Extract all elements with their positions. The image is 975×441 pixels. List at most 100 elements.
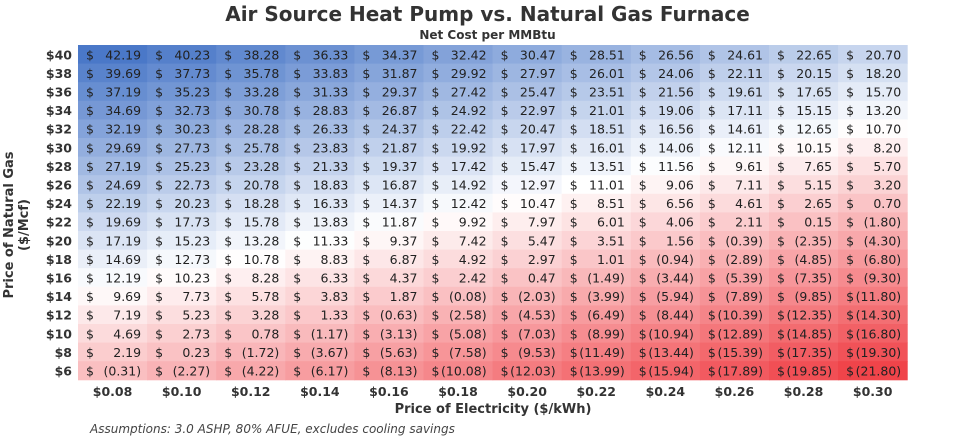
cell-currency-symbol: $ (432, 66, 440, 81)
cell-currency-symbol: $ (777, 103, 785, 118)
cell-currency-symbol: $ (570, 326, 578, 341)
heatmap-cell (838, 249, 908, 269)
heatmap-cell (354, 268, 424, 288)
cell-value-label: 27.42 (451, 85, 487, 100)
cell-value-label: 30.78 (244, 103, 280, 118)
cell-currency-symbol: $ (501, 159, 509, 174)
cell-currency-symbol: $ (293, 47, 301, 62)
cell-currency-symbol: $ (224, 122, 232, 137)
cell-currency-symbol: $ (846, 364, 854, 379)
cell-currency-symbol: $ (362, 252, 370, 267)
heatmap-cell (769, 193, 839, 213)
heatmap-cell (423, 63, 494, 83)
cell-currency-symbol: $ (155, 289, 163, 304)
cell-value-label: (0.39) (725, 233, 763, 248)
heatmap-cell (630, 193, 701, 213)
heatmap-cell (423, 286, 494, 306)
cell-currency-symbol: $ (570, 66, 578, 81)
cell-value-label: 5.15 (804, 178, 832, 193)
cell-currency-symbol: $ (639, 271, 647, 286)
heatmap-cell (354, 138, 424, 158)
cell-currency-symbol: $ (570, 271, 578, 286)
heatmap-cell (78, 63, 148, 83)
cell-currency-symbol: $ (501, 178, 509, 193)
cell-value-label: (10.39) (717, 308, 763, 323)
heatmap-cell (769, 212, 839, 232)
cell-currency-symbol: $ (501, 271, 509, 286)
heatmap-cell (423, 342, 494, 362)
cell-value-label: (11.49) (579, 345, 625, 360)
cell-value-label: 36.33 (313, 47, 349, 62)
cell-value-label: (1.49) (587, 271, 625, 286)
cell-currency-symbol: $ (293, 103, 301, 118)
y-tick-label: $10 (46, 326, 72, 341)
cell-value-label: (19.30) (856, 345, 902, 360)
cell-currency-symbol: $ (777, 85, 785, 100)
cell-value-label: 21.56 (658, 85, 694, 100)
cell-value-label: (7.58) (449, 345, 487, 360)
heatmap-cell (147, 286, 217, 306)
heatmap-cell (285, 45, 355, 65)
cell-currency-symbol: $ (777, 233, 785, 248)
cell-value-label: (6.17) (311, 364, 349, 379)
cell-currency-symbol: $ (362, 66, 370, 81)
cell-currency-symbol: $ (155, 103, 163, 118)
cell-value-label: 32.73 (174, 103, 210, 118)
cell-currency-symbol: $ (432, 196, 440, 211)
cell-value-label: 11.87 (382, 215, 418, 230)
heatmap-cell (630, 231, 701, 251)
cell-value-label: 22.65 (796, 47, 832, 62)
cell-value-label: 19.06 (658, 103, 694, 118)
x-tick-label: $0.14 (300, 384, 340, 399)
cell-value-label: 16.01 (589, 140, 625, 155)
heatmap-cell (630, 286, 701, 306)
cell-currency-symbol: $ (293, 196, 301, 211)
heatmap-cell (492, 63, 563, 83)
heatmap-cell (354, 193, 424, 213)
heatmap-cell (78, 45, 148, 65)
cell-currency-symbol: $ (570, 289, 578, 304)
cell-currency-symbol: $ (570, 122, 578, 137)
cell-value-label: 17.42 (451, 159, 487, 174)
cell-currency-symbol: $ (570, 215, 578, 230)
cell-value-label: 11.56 (658, 159, 694, 174)
heatmap-cell (285, 175, 355, 195)
cell-value-label: 12.11 (727, 140, 763, 155)
cell-currency-symbol: $ (501, 85, 509, 100)
cell-value-label: 4.61 (735, 196, 763, 211)
heatmap-cell (561, 156, 632, 176)
cell-currency-symbol: $ (86, 215, 94, 230)
cell-currency-symbol: $ (293, 289, 301, 304)
cell-value-label: (8.44) (656, 308, 694, 323)
heatmap-cell (699, 324, 770, 344)
heatmap-cell (285, 342, 355, 362)
cell-currency-symbol: $ (777, 122, 785, 137)
heatmap-cell (630, 63, 701, 83)
heatmap-cell (769, 138, 839, 158)
cell-currency-symbol: $ (777, 252, 785, 267)
heatmap-cell (216, 361, 286, 381)
cell-currency-symbol: $ (362, 85, 370, 100)
cell-value-label: 12.19 (105, 271, 141, 286)
heatmap-cell (630, 156, 701, 176)
cell-currency-symbol: $ (86, 85, 94, 100)
cell-currency-symbol: $ (432, 252, 440, 267)
heatmap-cell (561, 305, 632, 325)
heatmap-cell (699, 193, 770, 213)
heatmap-cell (216, 175, 286, 195)
cell-value-label: 12.97 (520, 178, 556, 193)
heatmap-cell (78, 212, 148, 232)
cell-currency-symbol: $ (708, 66, 716, 81)
cell-value-label: (7.03) (518, 326, 556, 341)
assumptions-note: Assumptions: 3.0 ASHP, 80% AFUE, exclude… (90, 422, 455, 436)
cell-value-label: 1.87 (390, 289, 418, 304)
heatmap-cell (838, 138, 908, 158)
heatmap-cell (78, 193, 148, 213)
cell-currency-symbol: $ (293, 233, 301, 248)
cell-currency-symbol: $ (362, 364, 370, 379)
cell-value-label: 21.87 (382, 140, 418, 155)
cell-currency-symbol: $ (570, 252, 578, 267)
heatmap-cell (838, 63, 908, 83)
heatmap-cell (699, 119, 770, 139)
